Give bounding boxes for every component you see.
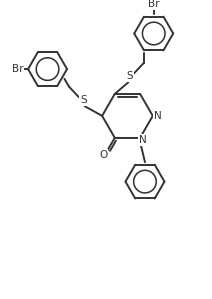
Text: N: N — [139, 135, 147, 145]
Text: Br: Br — [12, 64, 23, 74]
Text: Br: Br — [148, 0, 159, 9]
Text: O: O — [99, 150, 107, 160]
Text: S: S — [126, 71, 133, 81]
Text: S: S — [80, 95, 87, 105]
Text: N: N — [154, 111, 162, 121]
